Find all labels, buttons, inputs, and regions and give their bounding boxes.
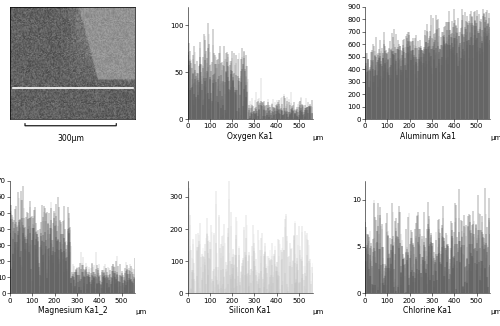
X-axis label: Oxygen Ka1: Oxygen Ka1 [227,132,273,141]
Text: μm: μm [312,309,324,315]
Text: μm: μm [312,135,324,141]
Text: μm: μm [490,309,500,315]
X-axis label: Silicon Ka1: Silicon Ka1 [229,306,271,315]
X-axis label: Aluminum Ka1: Aluminum Ka1 [400,132,456,141]
Text: 300μm: 300μm [57,134,84,143]
X-axis label: Magnesium Ka1_2: Magnesium Ka1_2 [38,306,108,315]
X-axis label: Chlorine Ka1: Chlorine Ka1 [403,306,452,315]
Text: μm: μm [490,135,500,141]
Text: μm: μm [135,309,146,315]
